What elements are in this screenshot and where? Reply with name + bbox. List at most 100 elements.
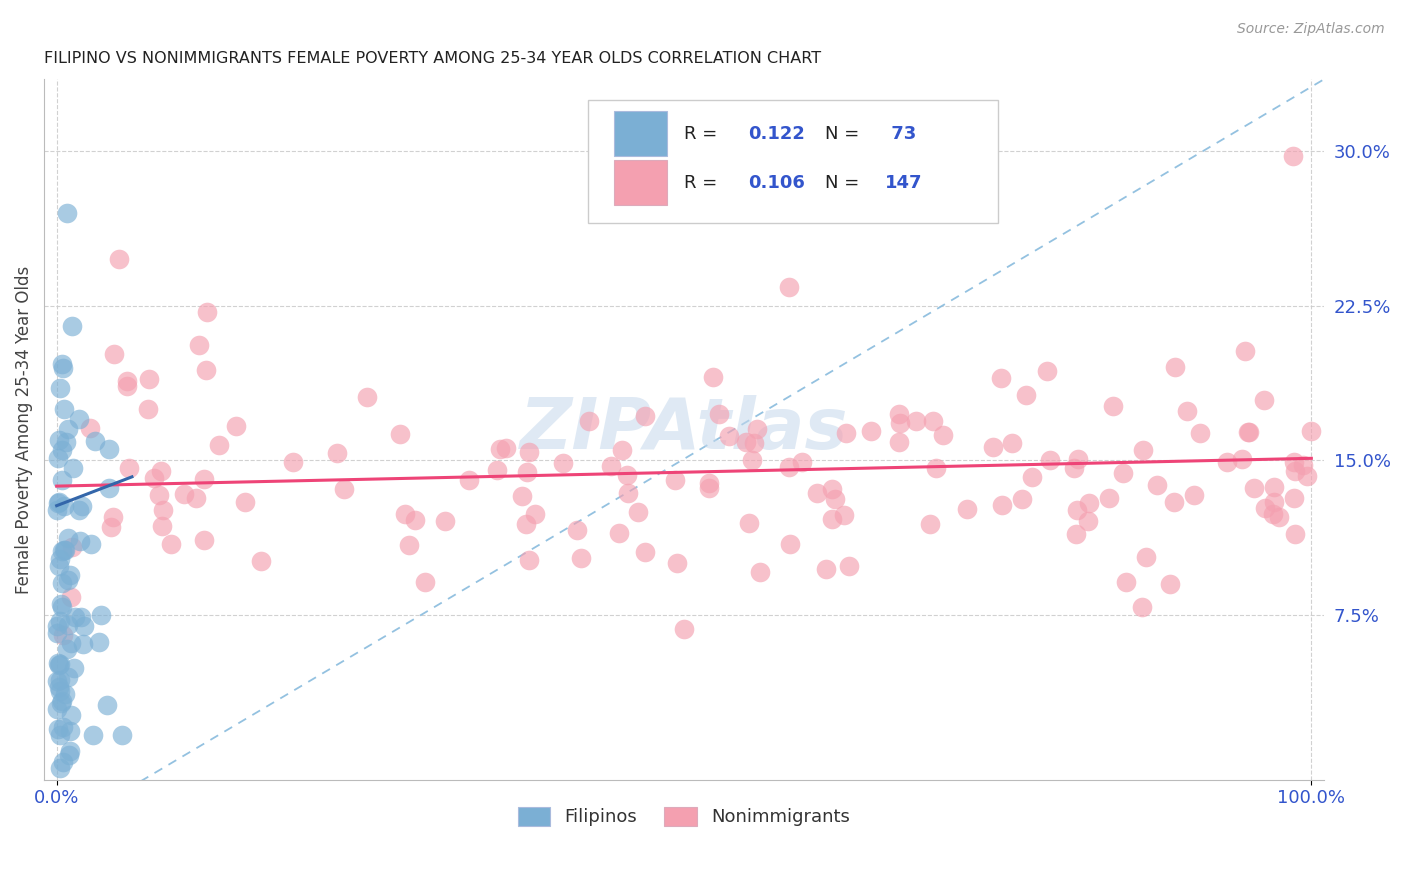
Point [1230, 452, 1253, 467]
Point [821, 511, 844, 525]
Point [394, 508, 416, 522]
Point [672, 622, 695, 636]
Point [666, 556, 689, 570]
Text: 0.122: 0.122 [748, 125, 804, 143]
Point [70, 610, 93, 624]
Point [1112, 467, 1135, 481]
Point [664, 474, 686, 488]
Point [72, 618, 94, 632]
Point [56, 573, 79, 587]
Point [889, 416, 911, 430]
Point [1097, 491, 1119, 505]
Point [990, 371, 1012, 385]
Point [1135, 550, 1157, 565]
Point [148, 488, 170, 502]
Point [56, 422, 79, 436]
Point [815, 561, 838, 575]
Point [1015, 388, 1038, 402]
Point [48, 680, 70, 694]
Point [741, 453, 763, 467]
Point [627, 505, 650, 519]
Point [48, 495, 70, 509]
Point [52, 628, 75, 642]
Point [193, 472, 215, 486]
Point [51, 443, 73, 458]
Point [617, 485, 640, 500]
Point [1281, 148, 1303, 162]
Point [48, 684, 70, 698]
Point [1237, 425, 1260, 439]
FancyBboxPatch shape [613, 160, 668, 205]
Point [98, 481, 121, 495]
Point [779, 537, 801, 551]
Point [1243, 481, 1265, 495]
Point [932, 428, 955, 442]
Point [838, 558, 860, 573]
Point [778, 280, 800, 294]
Text: R =: R = [683, 174, 723, 192]
Point [599, 459, 621, 474]
Text: FILIPINO VS NONIMMIGRANTS FEMALE POVERTY AMONG 25-34 YEAR OLDS CORRELATION CHART: FILIPINO VS NONIMMIGRANTS FEMALE POVERTY… [44, 51, 821, 66]
Point [51, 696, 73, 710]
Point [60, 319, 83, 334]
Point [510, 490, 533, 504]
Point [991, 498, 1014, 512]
Point [49, 657, 72, 672]
Point [1284, 527, 1306, 541]
Point [824, 491, 846, 506]
Point [1182, 488, 1205, 502]
Point [1132, 442, 1154, 457]
Point [69, 533, 91, 548]
Point [835, 426, 858, 441]
Point [53, 542, 76, 557]
Point [49, 673, 72, 687]
Point [489, 442, 512, 456]
Point [45, 673, 67, 688]
Point [1175, 404, 1198, 418]
Point [1282, 455, 1305, 469]
Point [108, 252, 131, 266]
Point [1263, 495, 1285, 509]
Point [742, 436, 765, 450]
Point [79, 537, 101, 551]
Point [634, 409, 657, 424]
Point [117, 378, 139, 392]
Point [59, 591, 82, 605]
Text: Source: ZipAtlas.com: Source: ZipAtlas.com [1237, 22, 1385, 37]
Point [956, 501, 979, 516]
Point [51, 694, 73, 708]
Text: 73: 73 [884, 125, 917, 143]
Point [434, 514, 457, 528]
Point [67, 503, 90, 517]
Point [404, 513, 426, 527]
Point [51, 544, 73, 558]
Point [921, 414, 943, 428]
Point [1261, 507, 1284, 521]
Point [48, 433, 70, 447]
Point [46, 656, 69, 670]
Point [1066, 526, 1088, 541]
Point [1254, 501, 1277, 516]
Point [103, 347, 125, 361]
FancyBboxPatch shape [613, 111, 668, 156]
Point [749, 566, 772, 580]
Point [790, 455, 813, 469]
Point [1263, 480, 1285, 494]
Point [56, 531, 79, 545]
Point [55, 206, 77, 220]
Point [150, 518, 173, 533]
Point [398, 538, 420, 552]
Point [1299, 424, 1322, 438]
Point [51, 597, 73, 611]
Point [56, 641, 79, 656]
Point [1039, 453, 1062, 467]
Point [607, 525, 630, 540]
Text: 0.106: 0.106 [748, 174, 804, 192]
Point [1253, 392, 1275, 407]
Point [49, 381, 72, 395]
Point [49, 761, 72, 775]
Point [72, 637, 94, 651]
Point [62, 460, 84, 475]
Point [1291, 458, 1313, 472]
Point [194, 362, 217, 376]
